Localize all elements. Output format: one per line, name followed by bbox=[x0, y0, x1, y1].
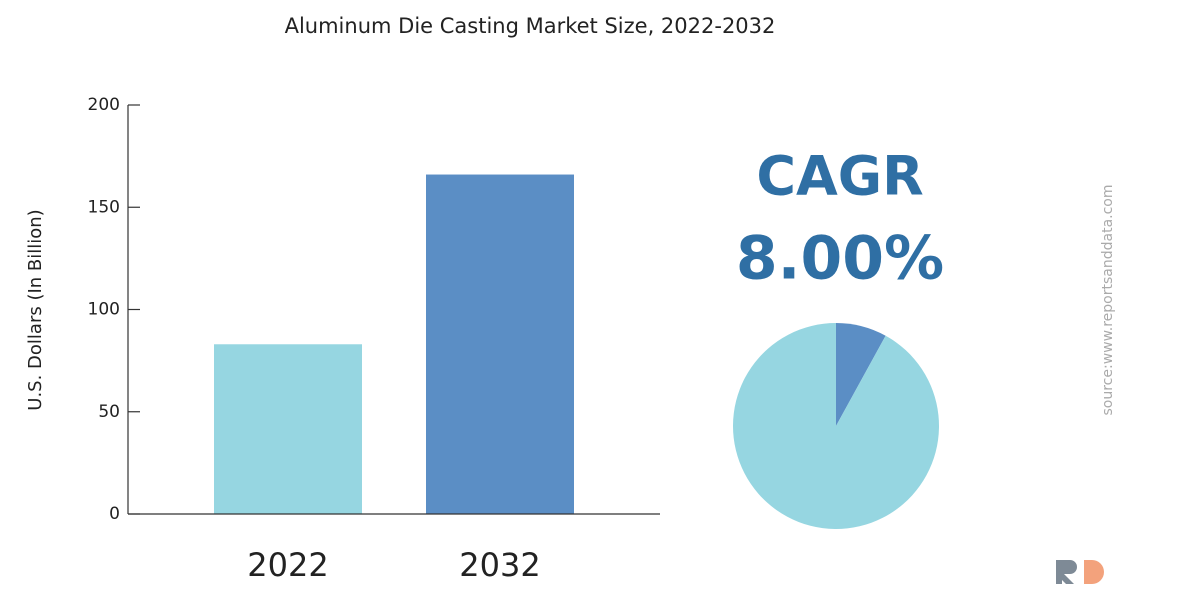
y-tick-label: 50 bbox=[98, 402, 120, 422]
y-tick-label: 100 bbox=[88, 300, 120, 320]
pie-slice bbox=[836, 323, 886, 426]
logo-r-stem bbox=[1056, 560, 1062, 584]
chart-title: Aluminum Die Casting Market Size, 2022-2… bbox=[285, 14, 776, 38]
y-tick-label: 200 bbox=[88, 95, 120, 115]
y-axis-label: U.S. Dollars (In Billion) bbox=[25, 209, 46, 410]
cagr-label: CAGR bbox=[756, 145, 923, 208]
bar bbox=[214, 344, 362, 514]
x-tick-label: 2022 bbox=[247, 546, 328, 584]
x-tick-label: 2032 bbox=[459, 546, 540, 584]
pie-slice bbox=[732, 323, 939, 530]
logo-d bbox=[1084, 560, 1104, 584]
y-tick-label: 150 bbox=[88, 197, 120, 217]
y-tick-label: 0 bbox=[109, 504, 120, 524]
cagr-value: 8.00% bbox=[736, 224, 944, 294]
bar bbox=[426, 174, 574, 514]
source: source:www.reportsanddata.com bbox=[1100, 185, 1116, 416]
logo bbox=[1056, 560, 1104, 584]
